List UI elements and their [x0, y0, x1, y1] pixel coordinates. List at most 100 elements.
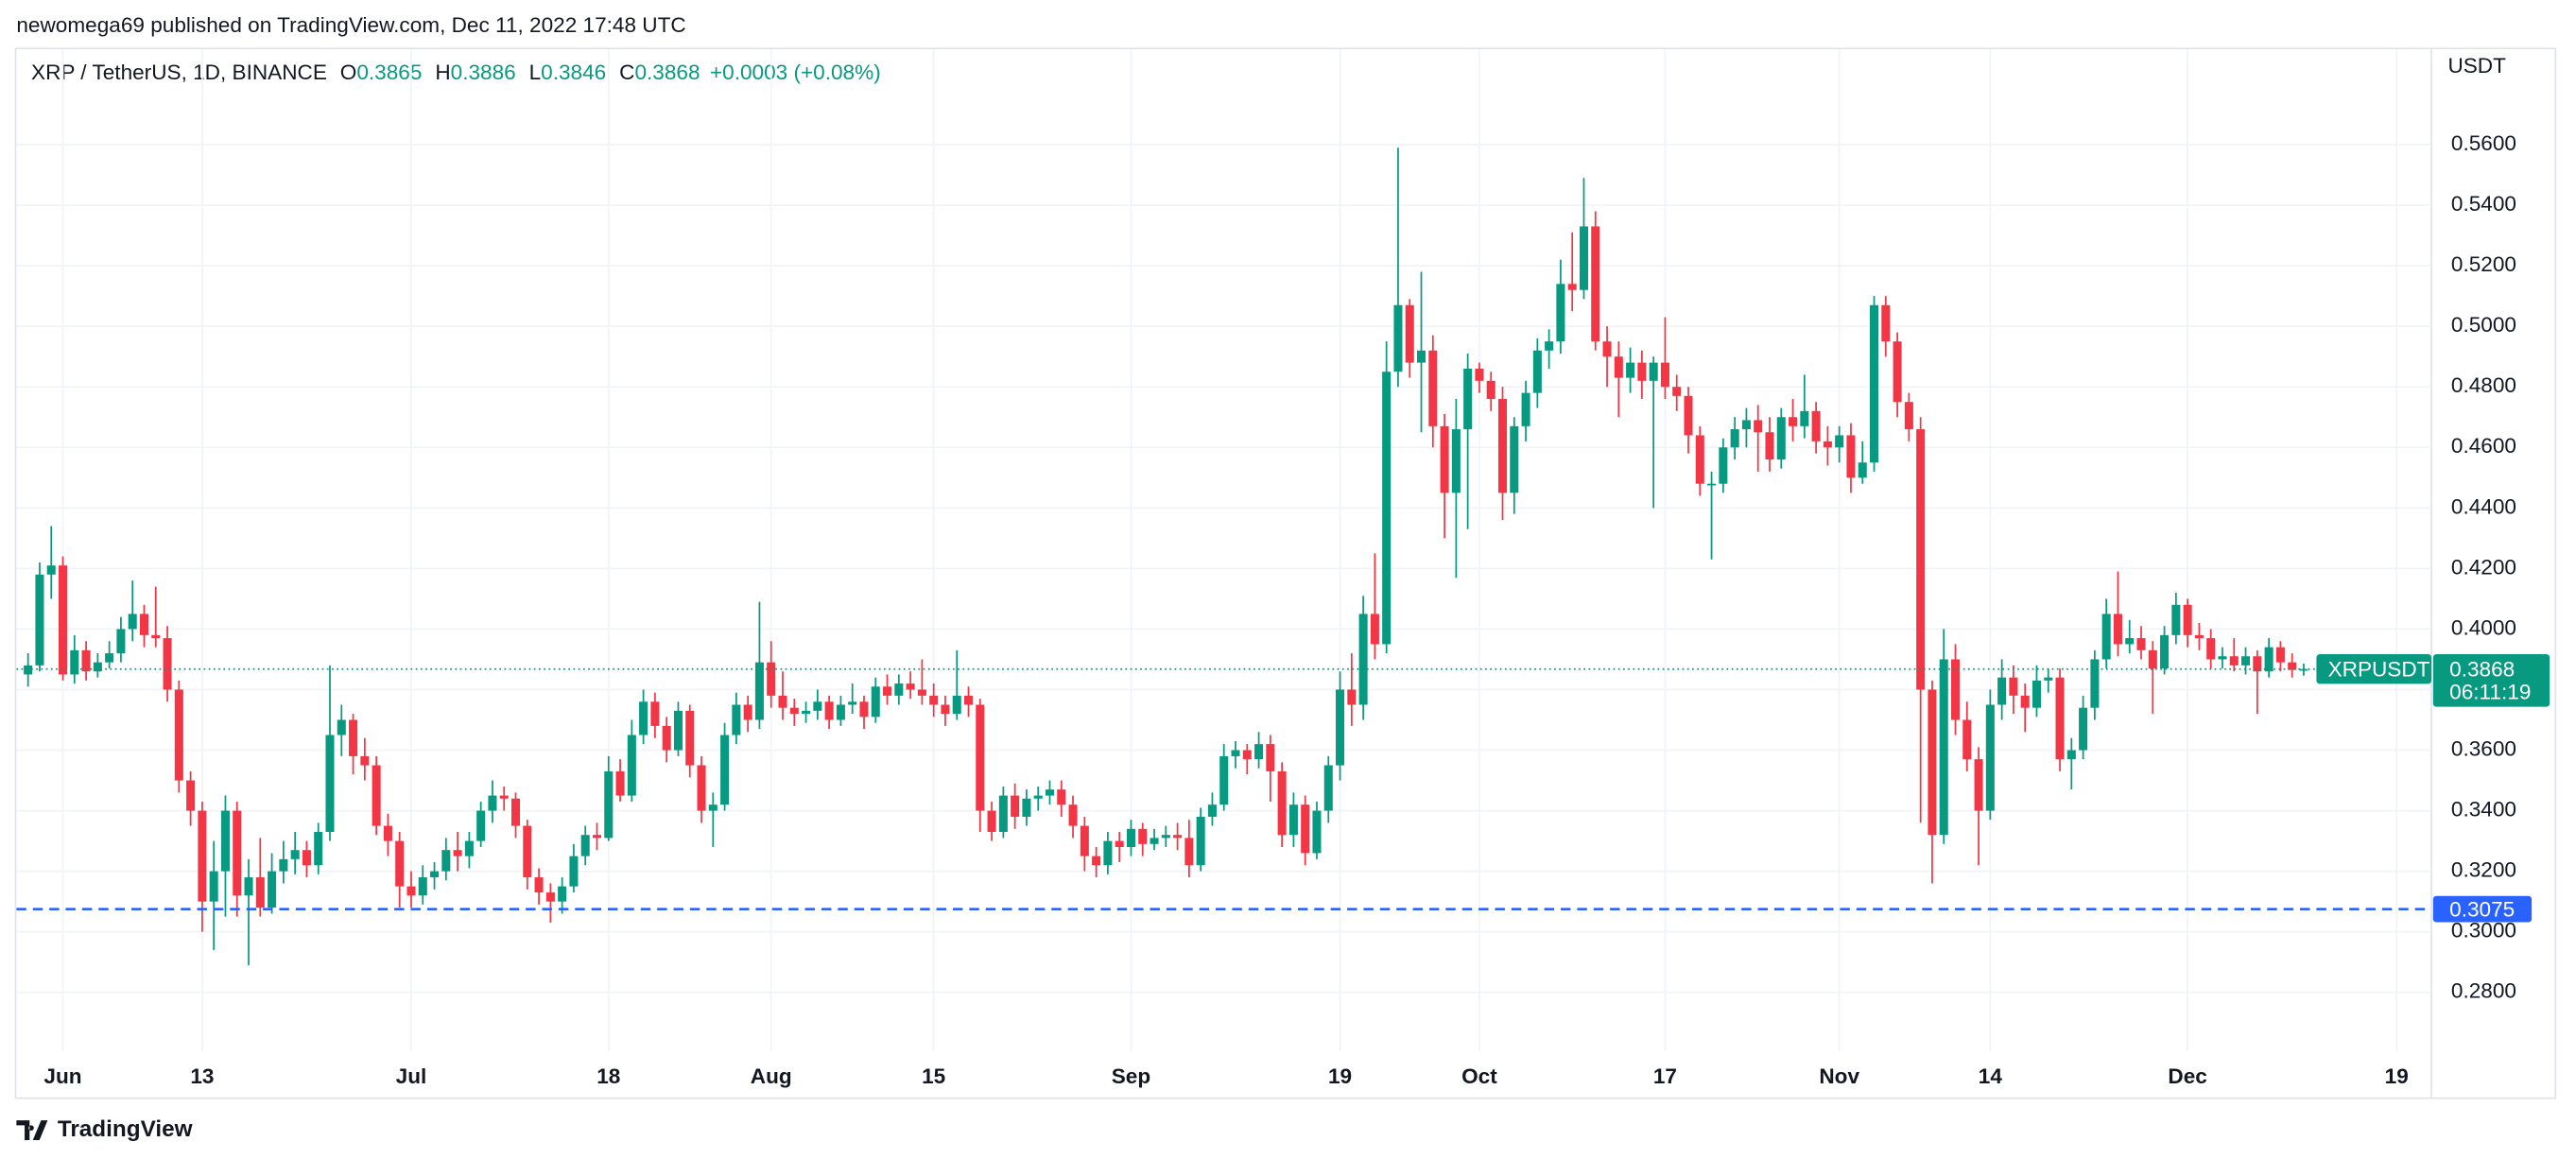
- candle-body: [673, 710, 683, 751]
- candle-body: [2264, 647, 2273, 672]
- y-tick-label: 0.2800: [2451, 979, 2516, 1003]
- candle-body: [1497, 399, 1508, 493]
- candle-body: [1614, 356, 1623, 378]
- candle-body: [732, 704, 741, 735]
- candle-body: [627, 735, 636, 796]
- candle-body: [1045, 789, 1055, 796]
- candle-body: [476, 810, 486, 841]
- candle-body: [1532, 350, 1542, 393]
- candle-body: [2148, 649, 2157, 669]
- candle-body: [1092, 856, 1101, 866]
- candle-body: [1288, 804, 1298, 836]
- candle-body: [1057, 789, 1066, 805]
- candle-body: [325, 735, 335, 832]
- candle-body: [1741, 420, 1751, 430]
- candle-body: [1730, 429, 1739, 448]
- candle-body: [1428, 350, 1438, 426]
- candle-body: [1579, 226, 1588, 290]
- x-tick-label: 14: [1979, 1064, 2003, 1088]
- candle-body: [35, 574, 44, 666]
- candle-body: [81, 649, 91, 672]
- candle-body: [1672, 387, 1682, 396]
- candle-body: [1011, 795, 1020, 817]
- candle-body: [685, 710, 695, 766]
- candle-body: [488, 795, 497, 811]
- candle-body: [917, 689, 926, 696]
- candle-body: [789, 707, 799, 715]
- candle-body: [1626, 362, 1635, 378]
- candle-body: [1358, 614, 1368, 705]
- candle-body: [337, 719, 346, 735]
- candle-body: [871, 686, 880, 718]
- candle-body: [93, 662, 102, 672]
- candle-body: [1835, 435, 1844, 448]
- candle-body: [360, 755, 370, 766]
- ohlc-label: C: [619, 61, 634, 84]
- y-tick-label: 0.3200: [2451, 858, 2516, 882]
- candle-body: [1684, 395, 1693, 436]
- candle-body: [1811, 410, 1821, 441]
- candle-body: [2044, 677, 2053, 681]
- x-tick-label: 19: [2385, 1064, 2409, 1088]
- candle-body: [1707, 483, 1717, 486]
- candle-body: [558, 886, 567, 902]
- candle-body: [883, 686, 892, 696]
- candle-body: [963, 695, 974, 705]
- candle-body: [441, 850, 451, 872]
- y-tick-label: 0.4000: [2451, 615, 2516, 639]
- axis-unit: USDT: [2447, 54, 2506, 78]
- candle-body: [2101, 614, 2111, 660]
- candle-body: [697, 765, 706, 811]
- y-tick-label: 0.4200: [2451, 555, 2516, 579]
- y-tick-label: 0.3000: [2451, 919, 2516, 943]
- candle-body: [767, 662, 776, 696]
- candle-body: [233, 810, 242, 896]
- price-tag-label: 0.3868: [2449, 657, 2515, 681]
- candle-body: [464, 840, 474, 856]
- candle-body: [813, 701, 822, 711]
- candle-body: [743, 704, 752, 720]
- candle-body: [1649, 362, 1658, 381]
- candle-body: [2160, 634, 2170, 669]
- candle-body: [1440, 425, 1449, 493]
- ohlc-value: 0.3868: [634, 61, 700, 84]
- candle-body: [1115, 840, 1124, 848]
- candle-body: [1486, 380, 1495, 400]
- candle-body: [395, 840, 405, 887]
- candle-body: [1161, 835, 1170, 839]
- candle-body: [383, 825, 392, 841]
- candle-body: [1242, 750, 1252, 760]
- candle-body: [754, 662, 764, 720]
- candle-body: [1463, 369, 1473, 430]
- candle-body: [499, 795, 509, 799]
- candle-body: [708, 804, 717, 811]
- candle-body: [836, 704, 845, 720]
- candle-body: [2288, 662, 2297, 670]
- candle-body: [906, 683, 915, 690]
- candle-body: [1068, 804, 1078, 826]
- candle-body: [2031, 680, 2041, 708]
- candle-body: [1231, 750, 1240, 756]
- candle-body: [1660, 362, 1669, 388]
- candle-body: [349, 719, 358, 756]
- candle-body: [1962, 719, 1972, 760]
- candle-body: [650, 701, 660, 726]
- plot: [16, 49, 2432, 1052]
- candle-body: [2183, 604, 2192, 635]
- candle-body: [941, 704, 950, 715]
- candle-body: [1602, 341, 1612, 357]
- candle-body: [1451, 429, 1461, 493]
- candle-body: [1789, 417, 1798, 426]
- candle-body: [139, 614, 149, 635]
- candle-body: [1521, 392, 1530, 426]
- candle-body: [534, 877, 544, 893]
- ohlc-value: 0.3846: [541, 61, 606, 84]
- y-tick-label: 0.3600: [2451, 736, 2516, 760]
- candle-body: [151, 634, 161, 639]
- frame: [14, 47, 2557, 1099]
- x-tick-label: Sep: [1112, 1064, 1150, 1088]
- candle-body: [1556, 284, 1565, 342]
- candle-body: [418, 877, 427, 896]
- candle-body: [1904, 402, 1913, 430]
- candle-body: [523, 825, 532, 878]
